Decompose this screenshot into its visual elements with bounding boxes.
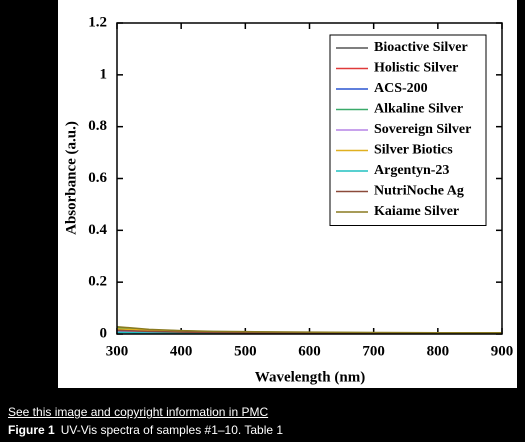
x-tick-label: 700 — [362, 343, 385, 359]
y-tick-label: 0 — [100, 325, 108, 341]
legend-label: Alkaline Silver — [374, 102, 463, 117]
plot-frame — [116, 22, 503, 335]
x-tick-label: 800 — [427, 343, 450, 359]
y-axis-label: Absorbance (a.u.) — [63, 121, 79, 235]
x-tick-label: 900 — [491, 343, 514, 359]
y-tick-label: 1.2 — [88, 14, 107, 30]
x-tick-label: 400 — [170, 343, 193, 359]
y-tick-label: 0.4 — [88, 222, 107, 238]
x-tick-label: 600 — [298, 343, 321, 359]
legend-label: Holistic Silver — [374, 61, 458, 76]
figure-label: Figure 1 — [8, 423, 55, 437]
x-axis-label: Wavelength (nm) — [255, 369, 365, 385]
legend-label: Silver Biotics — [374, 143, 453, 158]
legend-label: NutriNoche Ag — [374, 184, 464, 199]
legend-label: Argentyn-23 — [374, 163, 449, 178]
legend-label: Sovereign Silver — [374, 122, 471, 137]
legend-label: ACS-200 — [374, 81, 428, 96]
y-tick-label: 1 — [100, 66, 108, 82]
figure-caption: Figure 1 UV-Vis spectra of samples #1–10.… — [8, 423, 283, 437]
y-tick-label: 0.2 — [88, 274, 107, 290]
figure-text: UV-Vis spectra of samples #1–10. Table 1 — [60, 423, 284, 437]
legend-label: Kaiame Silver — [374, 204, 459, 219]
series-line — [116, 325, 502, 334]
x-tick-label: 500 — [234, 343, 257, 359]
y-tick-label: 0.8 — [88, 118, 107, 134]
chart: Wavelength (nm) Absorbance (a.u.) 0 0.2 0.… — [58, 0, 517, 388]
y-tick-label: 0.6 — [88, 170, 107, 186]
legend-label: Bioactive Silver — [374, 40, 468, 55]
copyright-link[interactable]: See this image and copyright information… — [8, 405, 269, 419]
x-tick-label: 300 — [106, 343, 129, 359]
